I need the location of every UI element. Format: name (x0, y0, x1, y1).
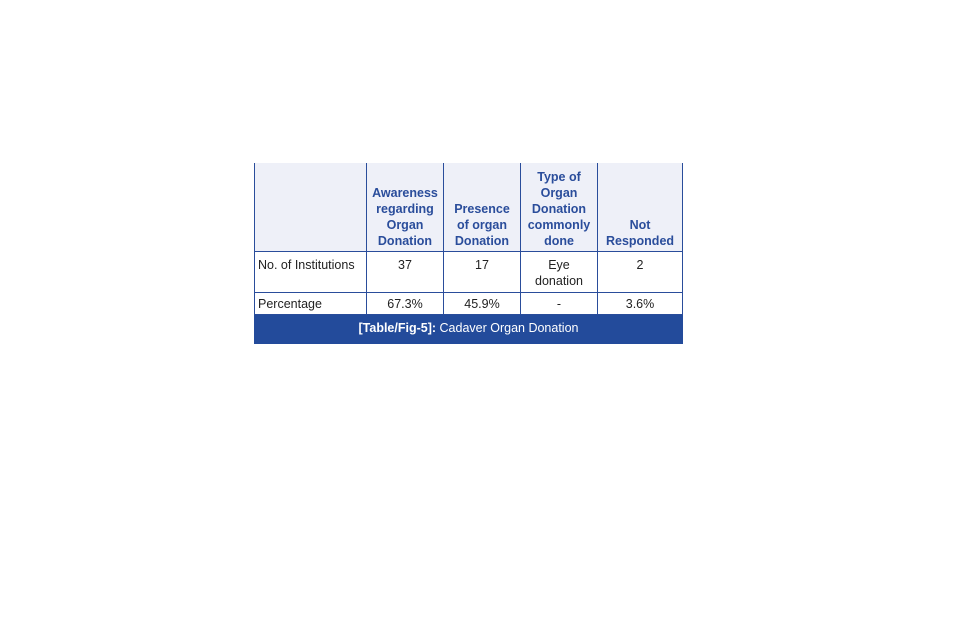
table-cell: Eye donation (520, 251, 598, 293)
table-cell: - (520, 292, 598, 315)
header-row: Awareness regarding Organ Donation Prese… (254, 163, 683, 252)
header-cell: Awareness regarding Organ Donation (366, 163, 444, 252)
table-cell: 17 (443, 251, 521, 293)
header-cell (254, 163, 367, 252)
caption-label: [Table/Fig-5]: (358, 321, 437, 335)
caption-text: Cadaver Organ Donation (436, 321, 579, 335)
table-caption: [Table/Fig-5]: Cadaver Organ Donation (254, 314, 683, 344)
header-cell: Presence of organ Donation (443, 163, 521, 252)
caption-row: [Table/Fig-5]: Cadaver Organ Donation (254, 314, 683, 344)
table-cell: 37 (366, 251, 444, 293)
header-cell: Not Responded (597, 163, 683, 252)
table-row: Percentage 67.3% 45.9% - 3.6% (254, 292, 683, 315)
table-cell: 2 (597, 251, 683, 293)
row-label: Percentage (254, 292, 367, 315)
row-label: No. of Institutions (254, 251, 367, 293)
table-cell: 67.3% (366, 292, 444, 315)
header-cell: Type of Organ Donation commonly done (520, 163, 598, 252)
table-cell: 45.9% (443, 292, 521, 315)
table-row: No. of Institutions 37 17 Eye donation 2 (254, 251, 683, 293)
cadaver-organ-donation-table: Awareness regarding Organ Donation Prese… (254, 163, 683, 344)
table-cell: 3.6% (597, 292, 683, 315)
